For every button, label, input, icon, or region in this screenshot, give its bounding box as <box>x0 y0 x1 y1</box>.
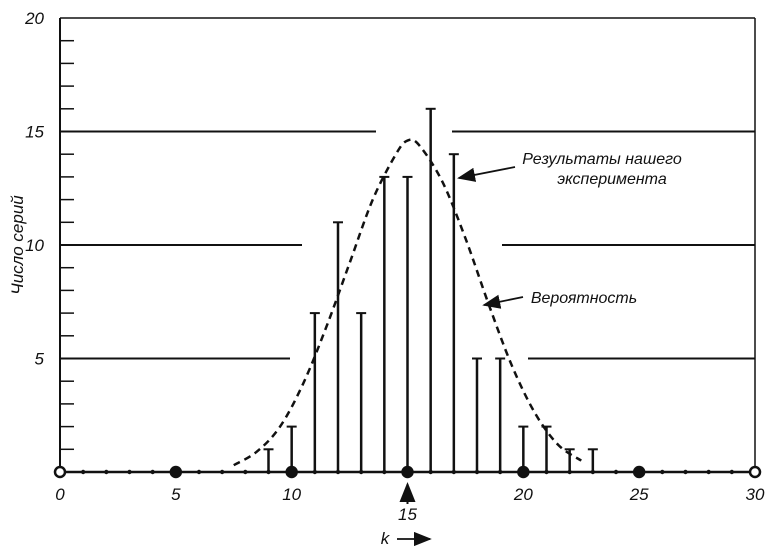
y-tick-label: 20 <box>24 9 44 28</box>
y-tick-label: 5 <box>35 350 45 369</box>
x-minor-dot <box>451 469 457 475</box>
annotation-probability: Вероятность <box>531 290 637 307</box>
tick-labels: 0 5 10 20 25 30 15 5 10 15 20 k Число серий <box>8 9 765 548</box>
x-minor-dot <box>335 469 341 475</box>
x-major-dot <box>517 465 530 479</box>
x-minor-dot <box>474 469 480 475</box>
x-tick-label: 20 <box>513 485 533 504</box>
x-minor-dot <box>428 469 433 475</box>
annotation-results-arrow <box>457 166 516 182</box>
x-minor-dot <box>382 469 387 475</box>
y-axis-label: Число серий <box>8 195 27 295</box>
x-minor-dot <box>567 469 572 475</box>
x-minor-dot <box>706 469 711 475</box>
x-tick-label: 10 <box>282 485 301 504</box>
x-major-dot <box>53 465 67 479</box>
x-minor-dot <box>590 469 596 475</box>
x-minor-dot <box>150 469 155 475</box>
probability-curve <box>233 138 582 467</box>
y-tick-label: 10 <box>25 236 44 255</box>
x-tick-label: 5 <box>171 485 181 504</box>
x-minor-dot <box>544 469 549 475</box>
x-tick-label: 30 <box>746 485 765 504</box>
axis-points <box>53 465 762 479</box>
x-tick-label: 0 <box>55 485 65 504</box>
annotation-results-line-1: Результаты нашего <box>522 151 682 168</box>
x-major-dot <box>285 465 298 479</box>
x-tick-label: 25 <box>629 485 649 504</box>
x-major-dot <box>632 465 646 479</box>
x-minor-dot <box>312 469 318 475</box>
x-minor-dot <box>243 469 248 475</box>
annotations: Результаты нашего эксперимента Вероятность <box>457 151 682 309</box>
x-minor-dot <box>127 469 132 475</box>
x-axis-label: k <box>381 529 391 548</box>
x-minor-dot <box>196 469 202 475</box>
x-major-dot <box>401 465 414 479</box>
x-minor-dot <box>266 469 271 475</box>
x-minor-dot <box>660 469 665 475</box>
x-minor-dot <box>497 469 503 475</box>
annotation-results-line-2: эксперимента <box>557 171 667 188</box>
gridlines <box>60 130 755 360</box>
x-minor-dot <box>613 469 619 475</box>
x-major-dot <box>748 465 762 479</box>
minor-ticks <box>60 39 74 451</box>
x-minor-dot <box>729 469 735 475</box>
x-minor-dot <box>80 469 86 475</box>
y-tick-label: 15 <box>25 123 44 142</box>
annotation-probability-arrow <box>482 294 524 309</box>
x-marker-label: 15 <box>398 505 417 524</box>
x-minor-dot <box>358 469 364 475</box>
probability-curve-line <box>233 138 582 467</box>
x-major-dot <box>169 465 183 479</box>
x-minor-dot <box>219 469 225 475</box>
x-minor-dot <box>683 469 688 475</box>
x-minor-dot <box>104 469 109 475</box>
bars <box>263 107 598 472</box>
